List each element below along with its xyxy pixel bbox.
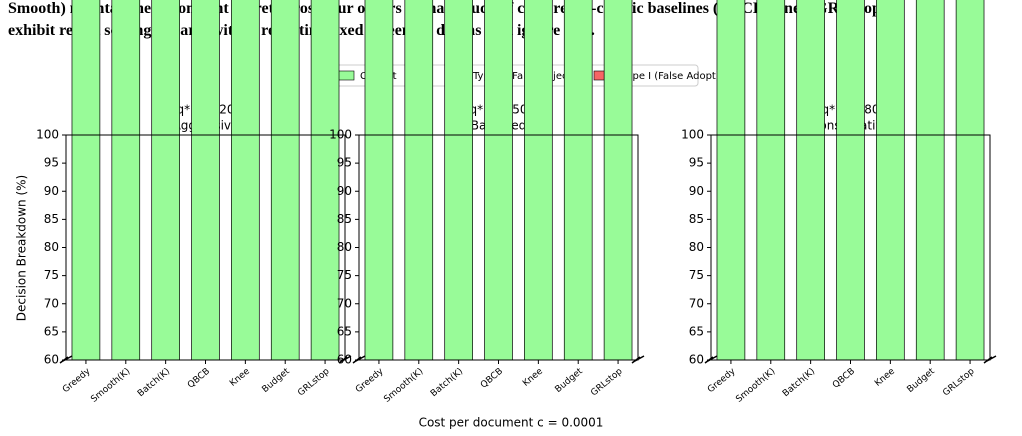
bar-segment <box>310 0 340 361</box>
y-tick-label: 60 <box>44 353 59 367</box>
plot-frame <box>358 134 639 361</box>
legend-label: Type II (False Reject) <box>472 71 575 82</box>
x-tick-label: Smooth(K) <box>382 367 425 405</box>
bar-segment <box>563 0 593 361</box>
bar-segment <box>836 0 865 361</box>
axis-break <box>631 355 645 364</box>
x-tick-label: Greedy <box>61 366 93 395</box>
x-tick-label: Budget <box>554 366 586 395</box>
y-tick-label: 90 <box>689 184 704 198</box>
bar-segment <box>756 0 786 361</box>
y-tick-label: 100 <box>681 128 704 142</box>
bar-segment <box>111 0 141 361</box>
y-tick-label: 80 <box>689 240 704 254</box>
y-tick-label: 80 <box>44 240 59 254</box>
plot-frame <box>65 134 346 361</box>
y-tick-label: 90 <box>44 184 59 198</box>
y-tick-label: 85 <box>337 212 352 226</box>
x-tick-label: QBCB <box>831 367 857 391</box>
bar-segment <box>270 0 300 361</box>
bar-segment <box>603 0 633 361</box>
bar-segment <box>796 0 825 361</box>
x-tick-label: Budget <box>906 366 938 395</box>
y-tick-label: 95 <box>337 156 352 170</box>
y-tick-label: 100 <box>36 128 59 142</box>
x-tick-label: Budget <box>261 366 293 395</box>
y-tick-label: 75 <box>337 268 352 282</box>
legend-label: Type I (False Adopt) <box>621 71 720 82</box>
bar-segment <box>71 0 101 361</box>
x-tick-label: GRLstop <box>296 366 332 398</box>
y-tick-label: 65 <box>44 324 59 338</box>
y-tick-label: 95 <box>44 156 59 170</box>
axis-break <box>704 355 718 364</box>
axis-break <box>983 355 997 364</box>
bar-segment <box>524 0 553 361</box>
x-tick-label: Smooth(K) <box>89 367 132 405</box>
axis-break <box>338 355 352 364</box>
y-tick-label: 100 <box>329 128 352 142</box>
x-tick-label: QBCB <box>479 367 505 391</box>
bar-segment <box>151 0 180 361</box>
y-tick-label: 85 <box>44 212 59 226</box>
x-tick-label: QBCB <box>186 367 212 391</box>
bar-segment <box>444 0 473 361</box>
x-tick-label: Batch(K) <box>429 367 465 400</box>
y-tick-label: 90 <box>337 184 352 198</box>
x-tick-label: GRLstop <box>941 366 977 398</box>
bar-segment <box>484 0 513 361</box>
x-axis-label: Cost per document c = 0.0001 <box>419 416 604 430</box>
bar-segment <box>364 0 394 361</box>
bar-segment <box>191 0 220 361</box>
y-tick-label: 60 <box>337 353 352 367</box>
y-tick-label: 75 <box>689 268 704 282</box>
y-tick-label: 60 <box>689 353 704 367</box>
x-tick-label: Greedy <box>706 366 738 395</box>
y-tick-label: 65 <box>337 324 352 338</box>
y-tick-label: 70 <box>44 296 59 310</box>
x-tick-label: Smooth(K) <box>734 367 777 405</box>
x-tick-label: Batch(K) <box>781 367 817 400</box>
x-tick-label: Knee <box>873 366 897 389</box>
y-tick-label: 85 <box>689 212 704 226</box>
bar-segment <box>876 0 905 361</box>
x-tick-label: Batch(K) <box>136 367 172 400</box>
x-tick-label: Greedy <box>354 366 386 395</box>
y-tick-label: 70 <box>337 296 352 310</box>
bar-segment <box>955 0 985 361</box>
y-tick-label: 65 <box>689 324 704 338</box>
bar-segment <box>915 0 945 361</box>
x-tick-label: GRLstop <box>589 366 625 398</box>
bar-segment <box>716 0 746 361</box>
y-tick-label: 80 <box>337 240 352 254</box>
y-tick-label: 70 <box>689 296 704 310</box>
axis-break <box>352 355 366 364</box>
x-tick-label: Knee <box>228 366 252 389</box>
plot-frame <box>710 134 991 361</box>
x-tick-label: Knee <box>521 366 545 389</box>
y-tick-label: 75 <box>44 268 59 282</box>
bar-segment <box>231 0 260 361</box>
axis-break <box>59 355 73 364</box>
y-tick-label: 95 <box>689 156 704 170</box>
y-axis-label: Decision Breakdown (%) <box>15 175 29 321</box>
bar-segment <box>404 0 434 361</box>
